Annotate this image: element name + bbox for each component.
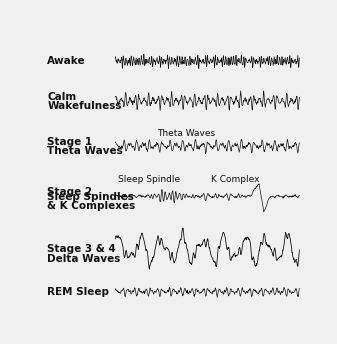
Text: Sleep Spindle: Sleep Spindle: [118, 174, 180, 183]
Text: K Complex: K Complex: [211, 174, 259, 183]
Text: Theta Waves: Theta Waves: [47, 146, 123, 156]
Text: REM Sleep: REM Sleep: [47, 287, 109, 297]
Text: Stage 3 & 4: Stage 3 & 4: [47, 244, 116, 254]
Text: Stage 2: Stage 2: [47, 187, 92, 197]
Text: Stage 1: Stage 1: [47, 138, 92, 148]
Text: Calm: Calm: [47, 92, 76, 102]
Text: Delta Waves: Delta Waves: [47, 254, 121, 264]
Text: & K Complexes: & K Complexes: [47, 201, 135, 211]
Text: Awake: Awake: [47, 56, 86, 66]
Text: Theta Waves: Theta Waves: [157, 129, 215, 139]
Text: Sleep Spindles: Sleep Spindles: [47, 192, 134, 202]
Text: Wakefulness: Wakefulness: [47, 101, 122, 111]
